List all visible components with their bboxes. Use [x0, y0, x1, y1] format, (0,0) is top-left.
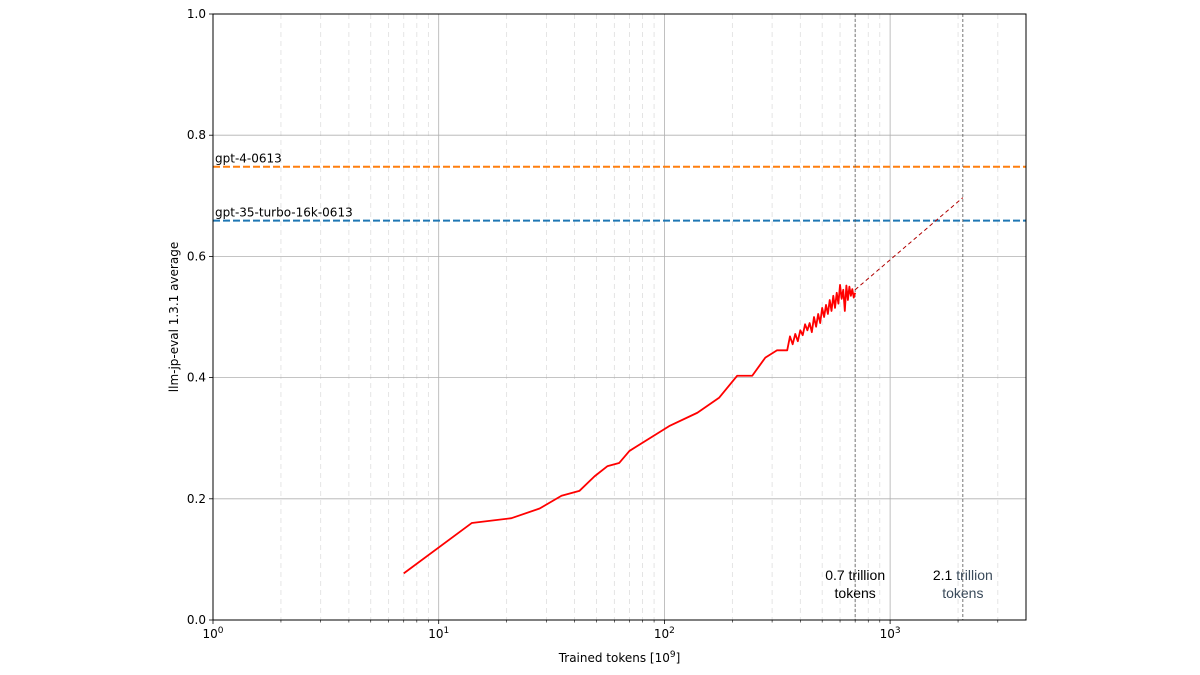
vertical-markers — [854, 14, 964, 620]
y-tick-label: 0.8 — [187, 128, 206, 142]
training-curve-line — [403, 283, 857, 575]
grid — [213, 13, 1026, 621]
y-tick-label: 1.0 — [187, 7, 206, 21]
reference-line-label: gpt-35-turbo-16k-0613 — [215, 206, 353, 220]
reference-lines: gpt-4-0613 gpt-35-turbo-16k-0613 — [213, 152, 1026, 222]
y-tick-label: 0.2 — [187, 492, 206, 506]
vertical-marker-label: tokens — [942, 585, 983, 601]
y-tick-label: 0.6 — [187, 249, 206, 263]
x-tick-label: 101 — [428, 626, 449, 641]
plot-frame — [212, 13, 1027, 621]
extrapolation-line — [854, 197, 964, 291]
vertical-marker-label: 2.1 trillion — [933, 567, 993, 583]
reference-line-label: gpt-4-0613 — [215, 152, 282, 166]
x-tick-label: 102 — [654, 626, 675, 641]
vertical-marker-label: tokens — [835, 585, 876, 601]
x-tick-label: 103 — [880, 626, 901, 641]
series-layer — [403, 197, 964, 575]
x-tick-label: 100 — [202, 626, 223, 641]
axis-ticks: 0.0 0.2 0.4 0.6 0.8 1.0 100 101 102 103 — [187, 7, 999, 641]
x-axis-label: Trained tokens [109] — [558, 650, 681, 665]
y-axis-label: llm-jp-eval 1.3.1 average — [167, 242, 181, 392]
y-tick-label: 0.4 — [187, 371, 206, 385]
y-tick-label: 0.0 — [187, 613, 206, 627]
vertical-marker-label: 0.7 trillion — [825, 567, 885, 583]
marker-notes: 0.7 trillion tokens 2.1 trillion tokens — [825, 567, 993, 601]
